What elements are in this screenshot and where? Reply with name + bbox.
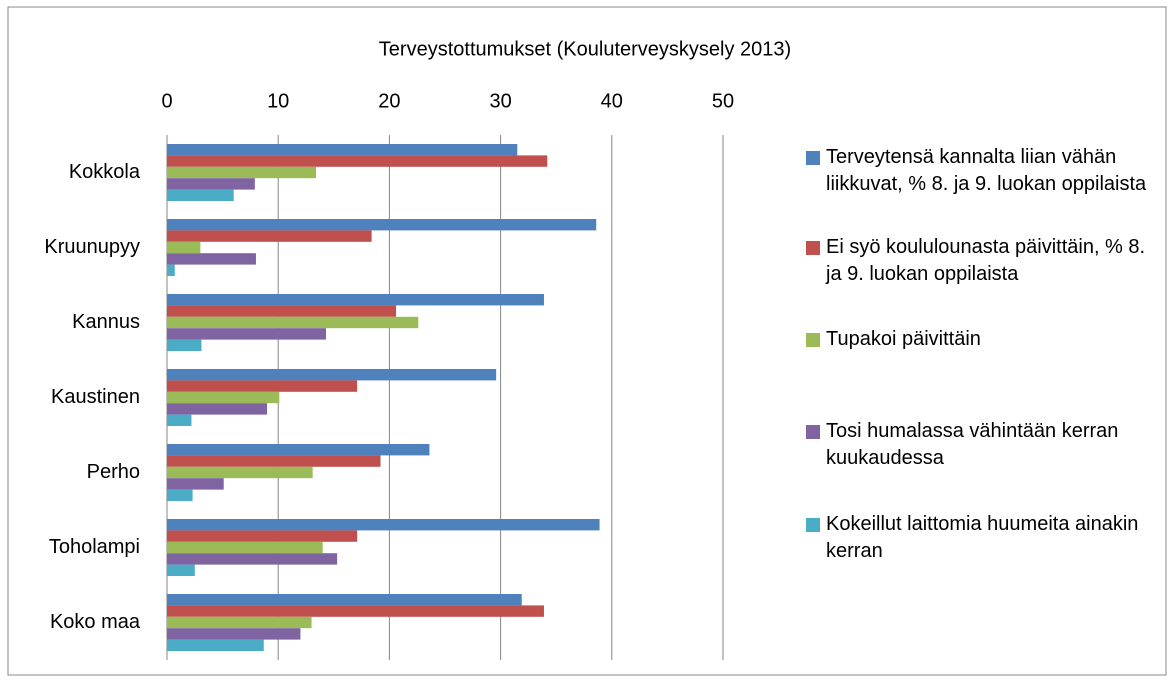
x-tick-label: 50 bbox=[712, 90, 734, 112]
y-tick-label: Koko maa bbox=[50, 611, 141, 633]
bar bbox=[167, 616, 312, 629]
bar bbox=[167, 391, 280, 404]
bar bbox=[167, 403, 268, 415]
bar bbox=[167, 189, 234, 201]
bar bbox=[167, 489, 193, 501]
legend-label: Kokeillut laittomia huumeita ainakin ker… bbox=[826, 513, 1139, 562]
bar bbox=[167, 380, 358, 392]
legend-item: Tosi humalassa vähintään kerran kuukaude… bbox=[806, 418, 1166, 472]
bar bbox=[167, 316, 419, 329]
bar bbox=[167, 305, 397, 317]
bar bbox=[167, 178, 255, 190]
x-tick-label: 30 bbox=[489, 90, 511, 112]
y-tick-label: Toholampi bbox=[49, 536, 140, 558]
legend-label: Ei syö koululounasta päivittäin, % 8. ja… bbox=[826, 236, 1146, 285]
x-tick-label: 20 bbox=[378, 90, 400, 112]
bar bbox=[167, 369, 497, 381]
y-tick-label: Perho bbox=[87, 461, 140, 483]
legend-label: Tupakoi päivittäin bbox=[826, 328, 981, 350]
bar bbox=[167, 339, 202, 351]
bar bbox=[167, 219, 597, 231]
bar bbox=[167, 444, 430, 456]
x-tick-label: 10 bbox=[267, 90, 289, 112]
bar bbox=[167, 466, 313, 479]
legend-item: Tupakoi päivittäin bbox=[806, 326, 1166, 353]
x-tick-label: 0 bbox=[161, 90, 172, 112]
legend-item: Ei syö koululounasta päivittäin, % 8. ja… bbox=[806, 234, 1166, 288]
y-tick-label: Kannus bbox=[72, 311, 140, 333]
bar bbox=[167, 155, 548, 167]
bar bbox=[167, 241, 201, 254]
bar bbox=[167, 553, 338, 565]
legend-swatch bbox=[806, 333, 820, 347]
bar bbox=[167, 294, 544, 306]
legend-swatch bbox=[806, 518, 820, 532]
bar bbox=[167, 166, 317, 179]
bar bbox=[167, 519, 600, 531]
bar bbox=[167, 328, 327, 340]
bar bbox=[167, 541, 323, 554]
bar bbox=[167, 605, 544, 617]
bar bbox=[167, 264, 175, 276]
bar bbox=[167, 639, 264, 651]
bar bbox=[167, 530, 358, 542]
bar bbox=[167, 455, 381, 467]
chart-title: Terveystottumukset (Kouluterveyskysely 2… bbox=[379, 38, 791, 60]
legend-label: Terveytensä kannalta liian vähän liikkuv… bbox=[826, 146, 1147, 195]
legend-label: Tosi humalassa vähintään kerran kuukaude… bbox=[826, 420, 1119, 469]
legend-item: Terveytensä kannalta liian vähän liikkuv… bbox=[806, 144, 1166, 198]
y-tick-label: Kruunupyy bbox=[44, 236, 140, 258]
bar bbox=[167, 478, 224, 490]
bar bbox=[167, 564, 195, 576]
bar bbox=[167, 253, 256, 265]
bar bbox=[167, 594, 522, 606]
bar bbox=[167, 628, 301, 640]
bar bbox=[167, 414, 192, 426]
x-tick-label: 40 bbox=[601, 90, 623, 112]
legend-swatch bbox=[806, 151, 820, 165]
bar bbox=[167, 230, 372, 242]
legend-swatch bbox=[806, 425, 820, 439]
bar bbox=[167, 144, 518, 156]
legend-swatch bbox=[806, 241, 820, 255]
y-tick-label: Kaustinen bbox=[51, 386, 140, 408]
y-tick-label: Kokkola bbox=[69, 161, 141, 183]
legend-item: Kokeillut laittomia huumeita ainakin ker… bbox=[806, 511, 1166, 565]
